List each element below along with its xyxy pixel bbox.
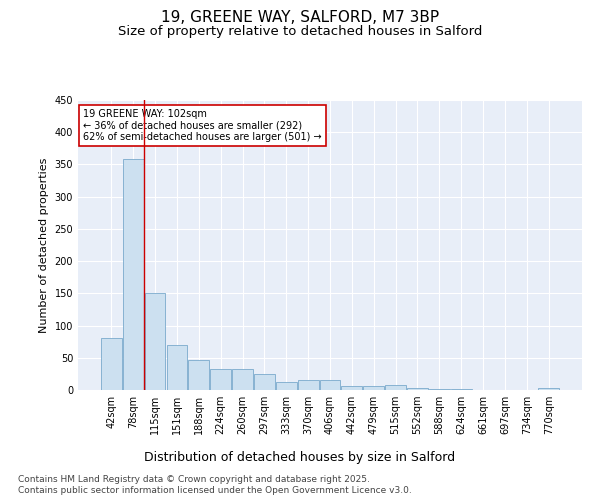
Text: Contains HM Land Registry data © Crown copyright and database right 2025.
Contai: Contains HM Land Registry data © Crown c… [18, 476, 412, 494]
Bar [320, 380, 340, 390]
Bar [364, 386, 384, 390]
Bar [385, 386, 406, 390]
Bar [407, 388, 428, 390]
Bar [232, 370, 253, 390]
Bar [101, 338, 122, 390]
Bar [341, 386, 362, 390]
Text: 19, GREENE WAY, SALFORD, M7 3BP: 19, GREENE WAY, SALFORD, M7 3BP [161, 10, 439, 25]
Bar [254, 374, 275, 390]
Bar [538, 388, 559, 390]
Bar [123, 160, 143, 390]
Bar [167, 345, 187, 390]
Bar [145, 294, 166, 390]
Bar [188, 360, 209, 390]
Y-axis label: Number of detached properties: Number of detached properties [39, 158, 49, 332]
Bar [210, 370, 231, 390]
Text: Size of property relative to detached houses in Salford: Size of property relative to detached ho… [118, 24, 482, 38]
Text: Distribution of detached houses by size in Salford: Distribution of detached houses by size … [145, 451, 455, 464]
Text: 19 GREENE WAY: 102sqm
← 36% of detached houses are smaller (292)
62% of semi-det: 19 GREENE WAY: 102sqm ← 36% of detached … [83, 108, 322, 142]
Bar [276, 382, 296, 390]
Bar [298, 380, 319, 390]
